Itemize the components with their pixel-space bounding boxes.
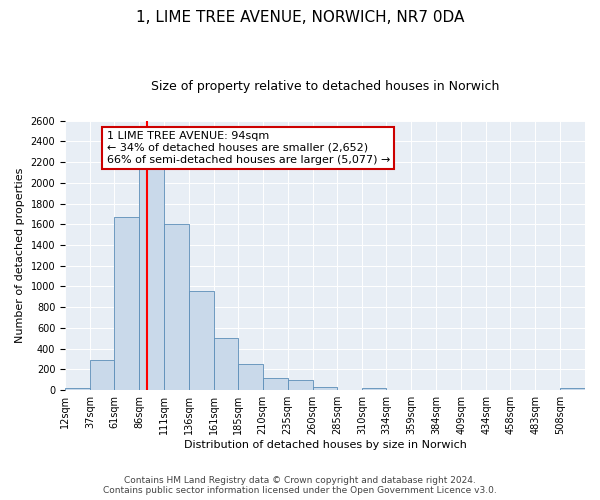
Bar (560, 388, 585, 390)
Y-axis label: Number of detached properties: Number of detached properties (15, 168, 25, 343)
X-axis label: Distribution of detached houses by size in Norwich: Distribution of detached houses by size … (184, 440, 466, 450)
Bar (114, 217, 139, 390)
Bar (189, 290, 214, 390)
Bar (65, 388, 90, 390)
Title: Size of property relative to detached houses in Norwich: Size of property relative to detached ho… (151, 80, 499, 93)
Bar (287, 380, 313, 390)
Bar (362, 388, 386, 390)
Bar (139, 167, 164, 390)
Text: 1 LIME TREE AVENUE: 94sqm
← 34% of detached houses are smaller (2,652)
66% of se: 1 LIME TREE AVENUE: 94sqm ← 34% of detac… (107, 132, 390, 164)
Bar (164, 224, 189, 390)
Text: Contains HM Land Registry data © Crown copyright and database right 2024.
Contai: Contains HM Land Registry data © Crown c… (103, 476, 497, 495)
Bar (238, 364, 263, 390)
Bar (90, 360, 114, 390)
Bar (263, 378, 287, 390)
Bar (313, 387, 337, 390)
Text: 1, LIME TREE AVENUE, NORWICH, NR7 0DA: 1, LIME TREE AVENUE, NORWICH, NR7 0DA (136, 10, 464, 25)
Bar (214, 338, 238, 390)
